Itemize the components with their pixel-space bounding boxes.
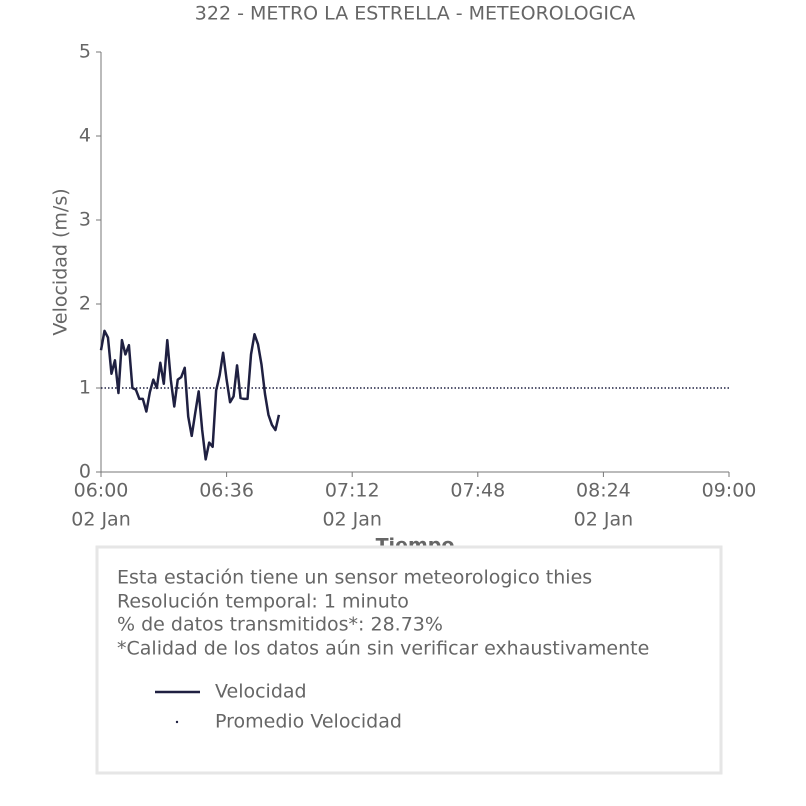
- x-tick-label: 06:00: [74, 480, 129, 502]
- x-tick-label: 09:00: [702, 480, 757, 502]
- y-tick-label: 2: [79, 293, 91, 315]
- y-tick-label: 4: [79, 125, 91, 147]
- x-tick-date: 02 Jan: [574, 509, 634, 531]
- legend-label: Velocidad: [215, 681, 307, 703]
- info-line: % de datos transmitidos*: 28.73%: [117, 614, 443, 636]
- x-tick-label: 07:12: [325, 480, 380, 502]
- info-line: Resolución temporal: 1 minuto: [117, 591, 409, 613]
- legend-swatch: [175, 720, 179, 724]
- info-line: *Calidad de los datos aún sin verificar …: [117, 638, 649, 660]
- x-tick-label: 07:48: [450, 480, 505, 502]
- data-line: [99, 329, 281, 461]
- chart-title: 322 - METRO LA ESTRELLA - METEOROLOGICA: [195, 3, 635, 25]
- y-tick-label: 0: [79, 461, 91, 483]
- x-tick-label: 06:36: [199, 480, 254, 502]
- info-line: Esta estación tiene un sensor meteorolog…: [117, 567, 592, 589]
- y-tick-label: 5: [79, 41, 91, 63]
- x-tick-date: 02 Jan: [322, 509, 382, 531]
- x-tick-label: 08:24: [576, 480, 631, 502]
- y-tick-label: 1: [79, 377, 91, 399]
- x-tick-date: 02 Jan: [71, 509, 131, 531]
- y-tick-label: 3: [79, 209, 91, 231]
- info-box: [95, 545, 723, 775]
- y-axis-label: Velocidad (m/s): [50, 188, 72, 335]
- legend-label: Promedio Velocidad: [215, 711, 402, 733]
